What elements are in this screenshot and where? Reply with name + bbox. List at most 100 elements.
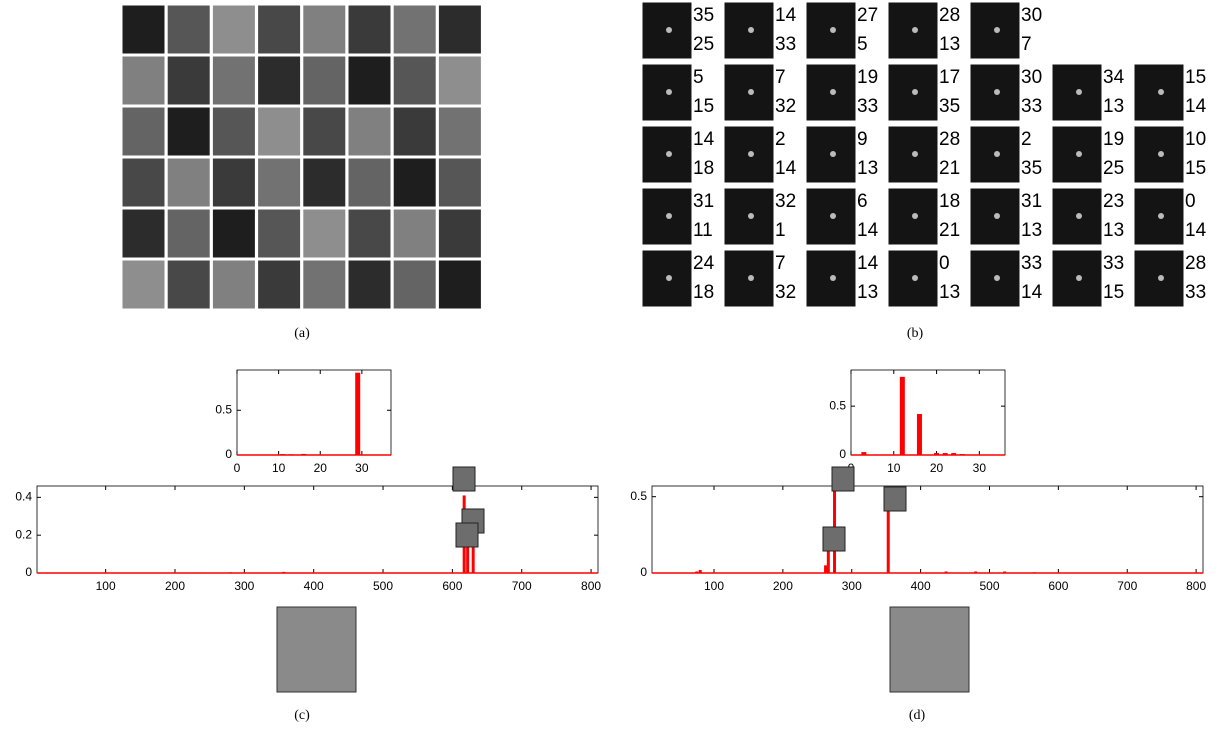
face-image — [258, 107, 301, 156]
patch-number: 24 — [693, 253, 715, 274]
patch-number: 33 — [1021, 96, 1042, 117]
face-image — [212, 260, 255, 309]
face-image — [348, 5, 391, 54]
face-image — [438, 209, 481, 258]
face-image — [303, 56, 346, 105]
bar — [699, 570, 702, 573]
patch-number: 13 — [857, 158, 878, 179]
face-image — [167, 107, 210, 156]
panel-a-faces — [122, 5, 481, 309]
bar-thumbnail — [453, 467, 475, 491]
y-tick-label: 0 — [839, 447, 846, 461]
caption: (b) — [907, 326, 924, 341]
patch-number: 32 — [775, 96, 796, 117]
face-image — [438, 158, 481, 207]
patch-number: 2 — [1021, 129, 1032, 150]
x-tick-label: 500 — [979, 579, 999, 593]
face-image — [303, 158, 346, 207]
patch-highlight — [912, 275, 918, 281]
patch-highlight — [666, 151, 672, 157]
bar — [974, 571, 977, 573]
patch-number: 32 — [775, 282, 796, 303]
patch-number: 15 — [1185, 67, 1206, 88]
face-image — [348, 158, 391, 207]
patch-highlight — [1158, 275, 1164, 281]
x-tick-label: 20 — [314, 461, 328, 475]
patch-number: 18 — [939, 191, 960, 212]
bar — [945, 571, 948, 573]
patch-number: 7 — [775, 67, 786, 88]
plot-frame — [851, 370, 1005, 455]
x-tick-label: 500 — [373, 579, 393, 593]
patch-number: 17 — [939, 67, 960, 88]
patch-number: 33 — [1021, 253, 1042, 274]
patch-number: 13 — [939, 34, 960, 55]
caption: (c) — [294, 708, 310, 723]
face-image — [393, 158, 436, 207]
patch-number: 28 — [939, 5, 960, 26]
bar — [695, 571, 698, 573]
y-tick-label: 0.4 — [15, 490, 32, 504]
patch-highlight — [666, 275, 672, 281]
bar — [863, 573, 866, 574]
bar — [280, 454, 285, 455]
x-tick-label: 20 — [930, 461, 944, 475]
face-image — [122, 158, 165, 207]
face-image — [393, 107, 436, 156]
bar — [861, 452, 866, 455]
patch-number: 31 — [693, 191, 714, 212]
patch-number: 15 — [1185, 158, 1206, 179]
x-tick-label: 700 — [1117, 579, 1137, 593]
patch-number: 25 — [1103, 158, 1124, 179]
patch-highlight — [666, 27, 672, 33]
patch-number: 14 — [693, 129, 715, 150]
filter-image — [890, 607, 969, 692]
patch-number: 33 — [775, 34, 796, 55]
y-tick-label: 0 — [640, 565, 647, 579]
patch-number: 11 — [693, 220, 713, 241]
patch-number: 14 — [1021, 282, 1043, 303]
x-tick-label: 30 — [355, 461, 369, 475]
bar — [355, 373, 360, 455]
patch-number: 13 — [857, 282, 878, 303]
patch-number: 7 — [1021, 34, 1032, 55]
x-tick-label: 10 — [272, 461, 286, 475]
patch-highlight — [1076, 213, 1082, 219]
bar — [199, 572, 202, 573]
face-image — [438, 260, 481, 309]
patch-highlight — [830, 89, 836, 95]
face-image — [167, 5, 210, 54]
face-image — [438, 56, 481, 105]
patch-number: 6 — [857, 191, 868, 212]
face-image — [393, 209, 436, 258]
patch-number: 14 — [775, 5, 797, 26]
bar — [1033, 572, 1036, 573]
face-image — [438, 5, 481, 54]
patch-number: 9 — [857, 129, 868, 150]
patch-highlight — [1158, 89, 1164, 95]
patch-number: 19 — [1103, 129, 1124, 150]
patch-highlight — [748, 89, 754, 95]
face-image — [212, 107, 255, 156]
plot-frame — [237, 370, 391, 455]
face-image — [348, 260, 391, 309]
patch-number: 31 — [1021, 191, 1042, 212]
patch-highlight — [994, 213, 1000, 219]
y-tick-label: 0 — [225, 447, 232, 461]
patch-number: 32 — [775, 191, 796, 212]
patch-number: 33 — [1103, 253, 1124, 274]
x-tick-label: 200 — [773, 579, 793, 593]
bar — [289, 454, 294, 455]
patch-highlight — [830, 213, 836, 219]
bar — [229, 572, 232, 573]
face-image — [258, 260, 301, 309]
patch-highlight — [748, 27, 754, 33]
patch-number: 18 — [693, 158, 714, 179]
patch-number: 34 — [1103, 67, 1125, 88]
bar — [301, 454, 306, 455]
x-tick-label: 600 — [442, 579, 462, 593]
patch-number: 15 — [693, 96, 714, 117]
x-tick-label: 300 — [234, 579, 254, 593]
patch-number: 10 — [1185, 129, 1206, 150]
patch-number: 13 — [1103, 96, 1124, 117]
